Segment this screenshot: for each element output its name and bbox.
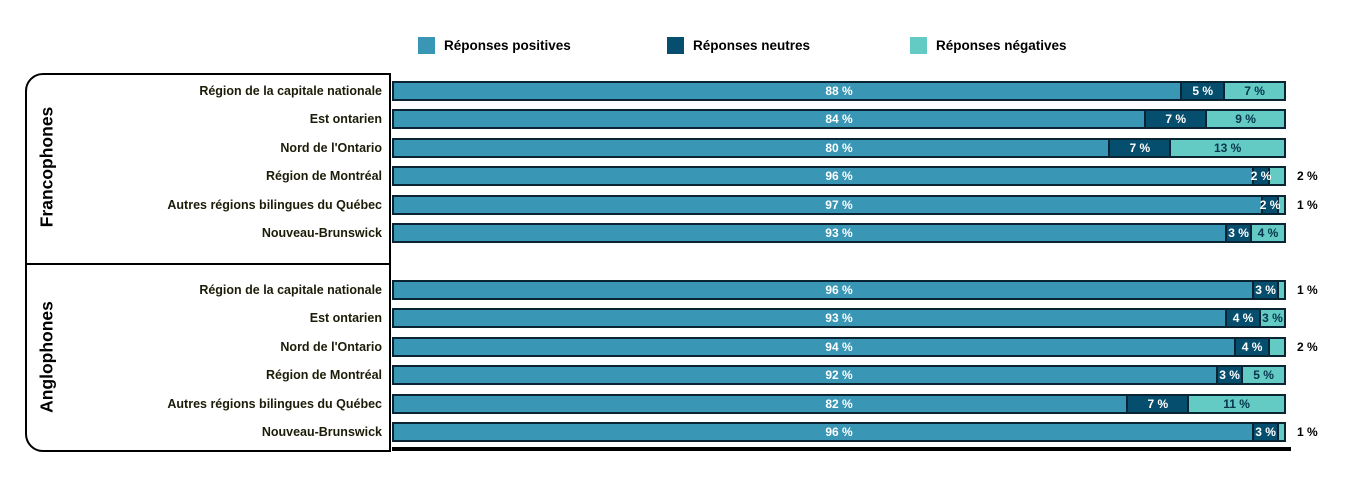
bar-segment-negative: 7 % [1223, 81, 1286, 101]
bar-row: 3 % 4 % 93 % [392, 223, 1286, 244]
segment-value-label: 7 % [1165, 112, 1187, 127]
bar-segment-positive [392, 166, 1255, 187]
bar-row: 4 % 3 % 93 % [392, 308, 1286, 329]
legend-label-negative: Réponses négatives [936, 37, 1067, 53]
legend-swatch-negative-icon [910, 36, 927, 54]
bar-segment-positive [392, 422, 1255, 443]
outside-value-label: 2 % [1297, 169, 1318, 184]
bar-segment-negative: 9 % [1205, 109, 1286, 130]
legend-item-positive: Réponses positives [418, 36, 571, 54]
bar-segment-neutral: 2 % [1259, 194, 1281, 215]
bar-row: 2 % 96 % [392, 166, 1286, 187]
bar-segment-neutral: 3 % [1252, 280, 1280, 300]
bar-segment-positive [392, 280, 1255, 300]
legend-swatch-neutral-icon [667, 36, 684, 54]
bar-segment-positive [392, 194, 1264, 215]
bar-row: 3 % 96 % [392, 422, 1286, 443]
bar-row: 3 % 96 % [392, 280, 1286, 300]
bar-segment-neutral: 7 % [1126, 393, 1190, 414]
category-label: Région de la capitale nationale [199, 283, 382, 297]
outside-value-label: 1 % [1297, 425, 1318, 440]
bar-row: 2 % 97 % [392, 194, 1286, 215]
segment-value-label: 4 % [1241, 339, 1263, 354]
bar-segment-positive [392, 308, 1228, 329]
segment-value-label: 9 % [1235, 112, 1256, 127]
segment-value-label: 3 % [1262, 311, 1283, 326]
group-divider-line [27, 263, 389, 265]
bar-segment-positive [392, 137, 1111, 158]
category-label: Région de Montréal [266, 169, 382, 184]
segment-value-label: 2 % [1259, 197, 1281, 212]
bar-segment-negative: 4 % [1250, 223, 1286, 244]
bar-row: 7 % 11 % 82 % [392, 393, 1286, 414]
bar-segment-negative: 3 % [1259, 308, 1286, 329]
bar-segment-negative [1268, 166, 1286, 187]
segment-value-label: 7 % [1129, 140, 1151, 155]
bar-row: 4 % 94 % [392, 336, 1286, 357]
category-label: Autres régions bilingues du Québec [167, 396, 382, 411]
bar-segment-neutral: 7 % [1108, 137, 1172, 158]
bar-segment-neutral: 5 % [1180, 81, 1226, 101]
category-frame [25, 73, 391, 452]
bar-row: 5 % 7 % 88 % [392, 81, 1286, 101]
outside-value-label: 1 % [1297, 197, 1318, 212]
outside-value-label: 1 % [1297, 283, 1318, 297]
legend-label-positive: Réponses positives [444, 37, 571, 53]
bar-segment-negative [1277, 194, 1286, 215]
segment-value-label: 3 % [1255, 425, 1276, 440]
segment-value-label: 3 % [1228, 226, 1249, 241]
bar-segment-positive [392, 365, 1219, 386]
bar-segment-neutral: 4 % [1225, 308, 1262, 329]
bar-row: 7 % 13 % 80 % [392, 137, 1286, 158]
category-label: Nord de l'Ontario [280, 339, 382, 354]
category-label: Est ontarien [309, 112, 382, 127]
bar-segment-negative: 11 % [1187, 393, 1286, 414]
legend-item-negative: Réponses négatives [910, 36, 1067, 54]
segment-value-label: 13 % [1213, 140, 1242, 155]
category-label: Nouveau-Brunswick [261, 226, 382, 241]
bar-segment-neutral: 7 % [1144, 109, 1208, 130]
bar-segment-neutral: 3 % [1252, 422, 1280, 443]
bar-segment-neutral: 4 % [1234, 336, 1271, 357]
bar-segment-neutral: 3 % [1216, 365, 1244, 386]
legend-item-neutral: Réponses neutres [667, 36, 810, 54]
segment-value-label: 4 % [1257, 226, 1279, 241]
bar-row: 7 % 9 % 84 % [392, 109, 1286, 130]
bar-segment-negative: 13 % [1169, 137, 1286, 158]
x-axis-baseline [392, 447, 1291, 451]
bar-segment-neutral: 3 % [1225, 223, 1253, 244]
segment-value-label: 3 % [1255, 283, 1276, 297]
bar-segment-negative: 5 % [1241, 365, 1286, 386]
bar-segment-positive [392, 393, 1129, 414]
segment-value-label: 2 % [1250, 169, 1272, 184]
segment-value-label: 11 % [1223, 396, 1250, 411]
segment-value-label: 5 % [1253, 368, 1274, 383]
segment-value-label: 7 % [1244, 84, 1265, 98]
bar-segment-negative [1277, 280, 1286, 300]
outside-value-label: 2 % [1297, 339, 1318, 354]
category-label: Est ontarien [309, 311, 382, 326]
bar-segment-negative [1268, 336, 1286, 357]
category-label: Nord de l'Ontario [280, 140, 382, 155]
segment-value-label: 5 % [1192, 84, 1214, 98]
bar-segment-positive [392, 109, 1147, 130]
legend-swatch-positive-icon [418, 36, 435, 54]
category-label: Nouveau-Brunswick [261, 425, 382, 440]
legend-label-neutral: Réponses neutres [693, 37, 811, 53]
bar-segment-negative [1277, 422, 1286, 443]
category-label: Région de la capitale nationale [199, 84, 382, 98]
segment-value-label: 4 % [1232, 311, 1254, 326]
bar-segment-positive [392, 81, 1183, 101]
segment-value-label: 3 % [1219, 368, 1240, 383]
bar-segment-neutral: 2 % [1250, 166, 1272, 187]
category-label: Région de Montréal [266, 368, 382, 383]
bar-segment-positive [392, 223, 1228, 244]
bar-segment-positive [392, 336, 1237, 357]
bar-row: 3 % 5 % 92 % [392, 365, 1286, 386]
category-label: Autres régions bilingues du Québec [167, 197, 382, 212]
segment-value-label: 7 % [1147, 396, 1169, 411]
